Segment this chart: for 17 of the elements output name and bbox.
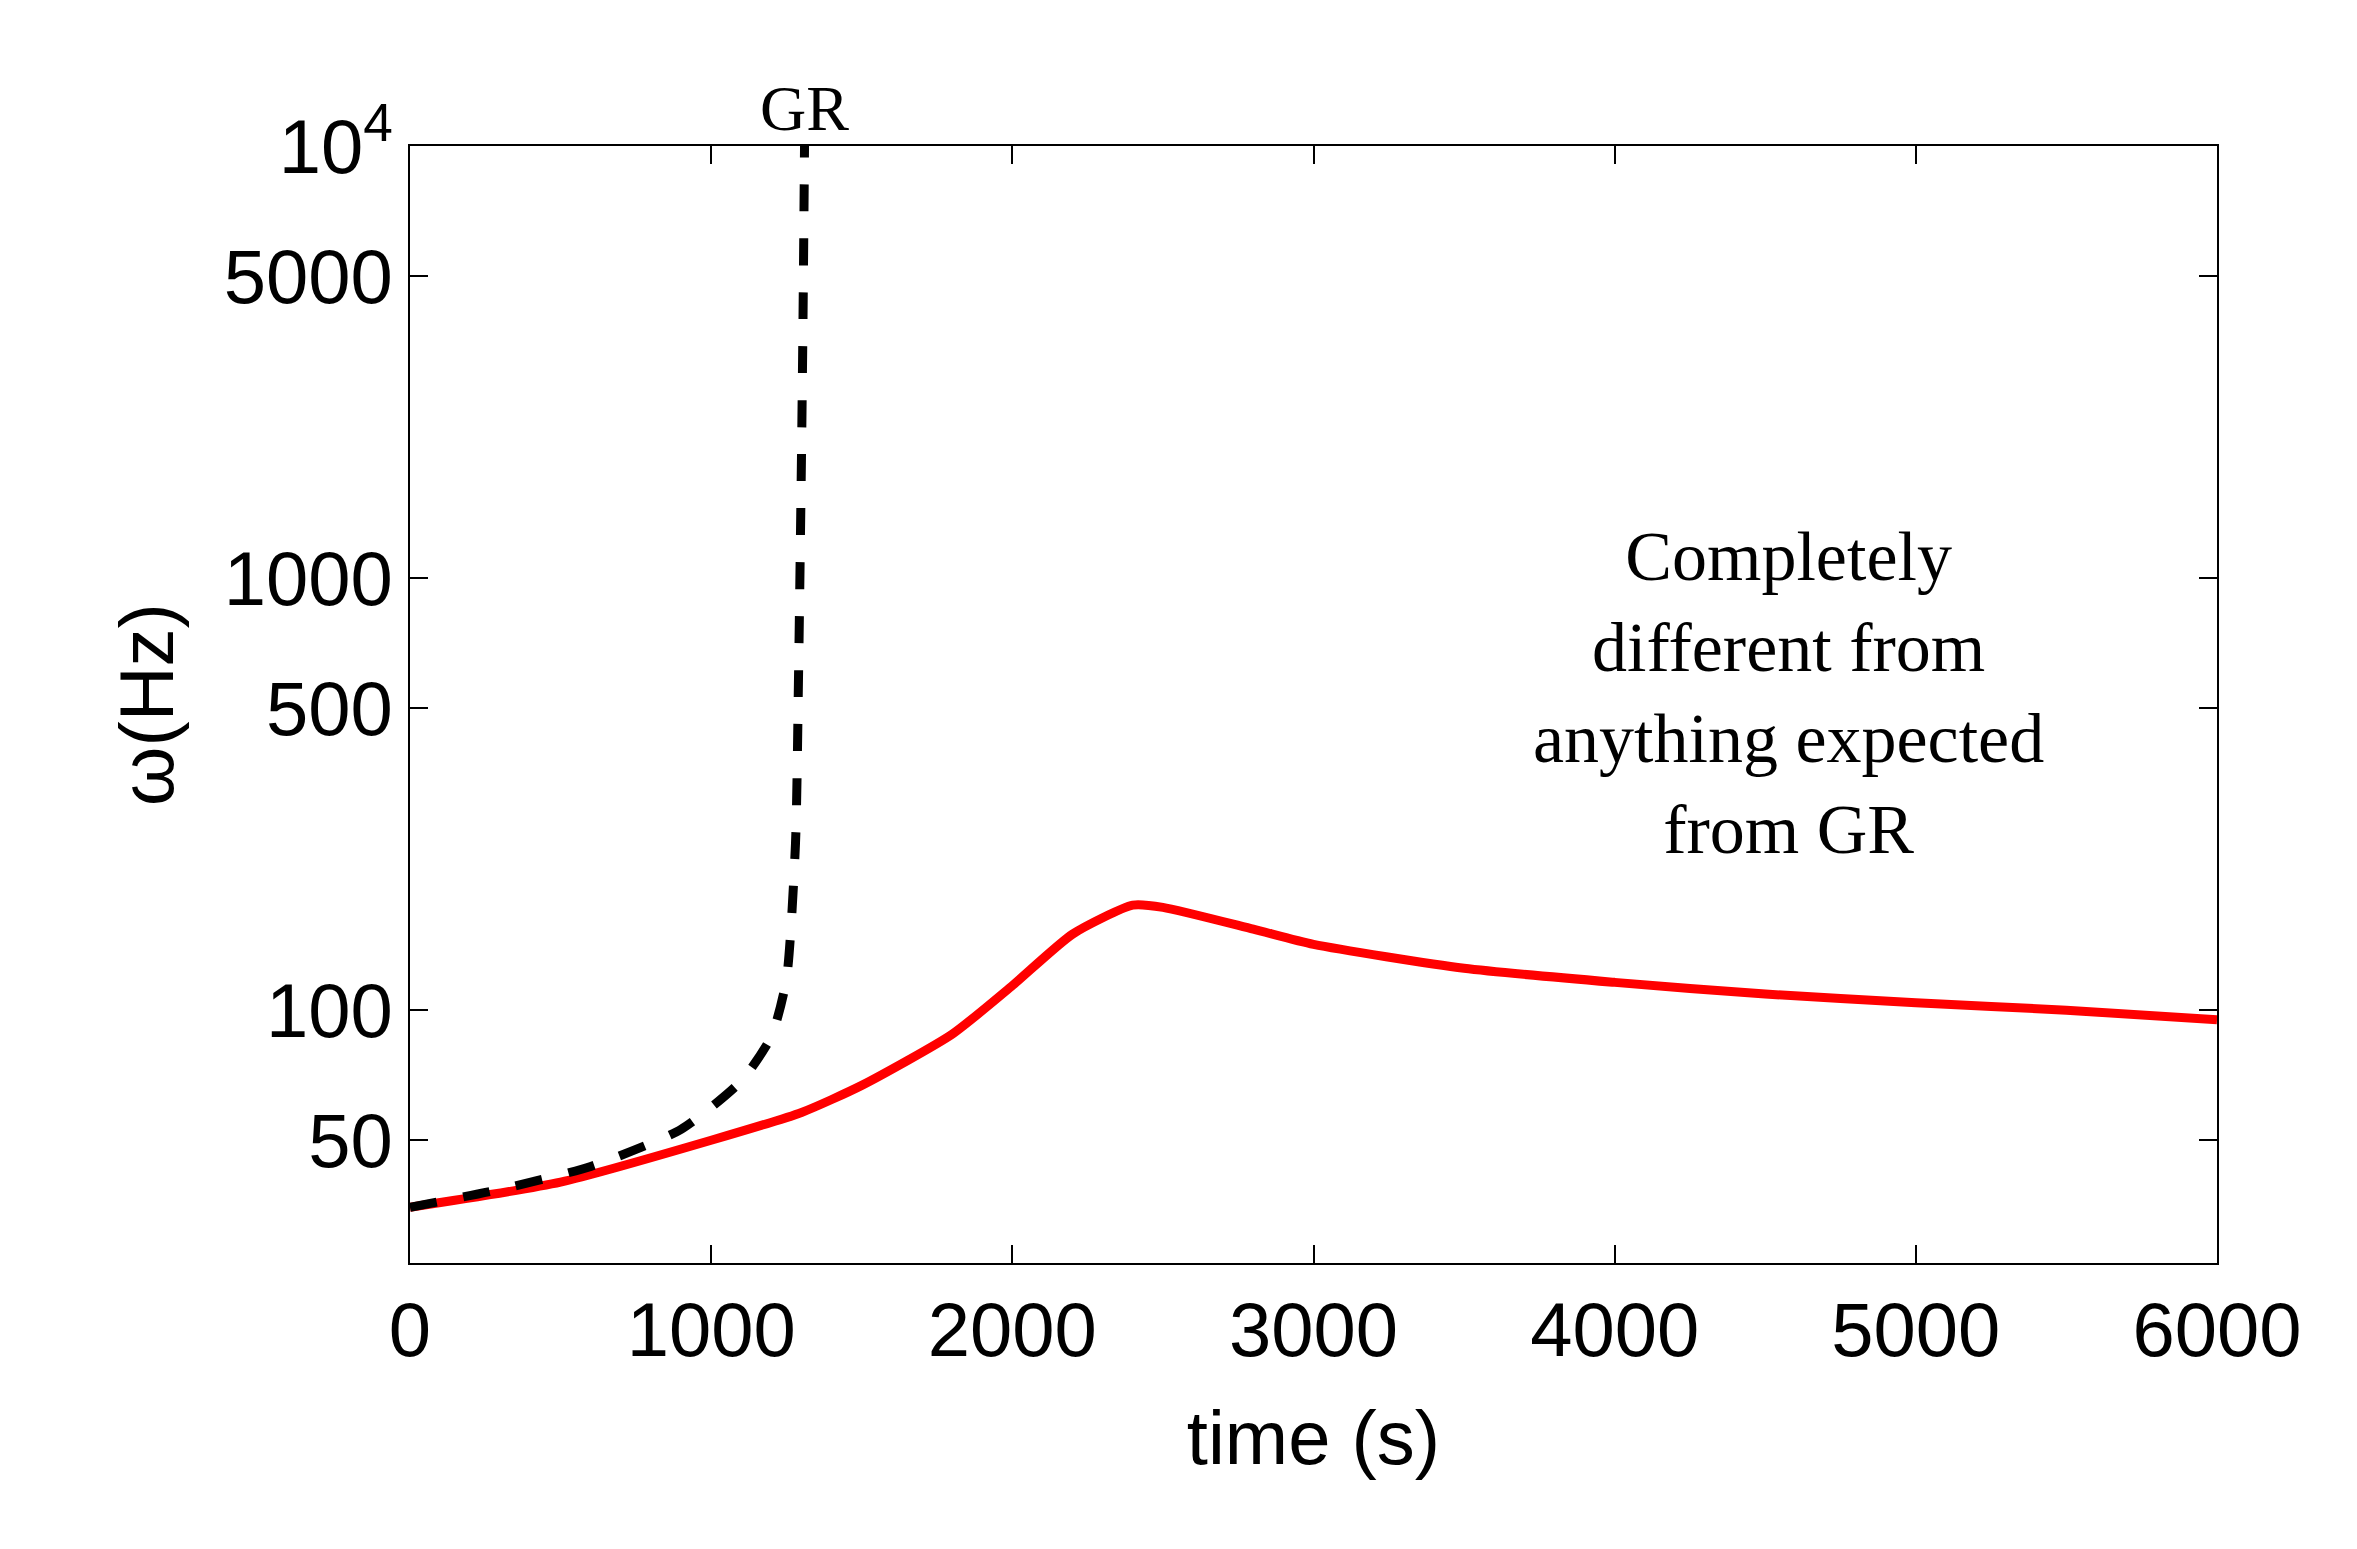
x-axis-title: time (s) xyxy=(1186,1395,1441,1481)
x-tick-label: 3000 xyxy=(1228,1287,1399,1373)
y-tick-label: 5000 xyxy=(223,233,393,319)
x-tick-label: 0 xyxy=(388,1287,432,1373)
annotation: Completely different from anything expected from GR xyxy=(1533,518,2045,868)
x-tick-label: 4000 xyxy=(1530,1287,1700,1373)
x-tick-label: 2000 xyxy=(927,1287,1097,1373)
x-tick-label: 5000 xyxy=(1831,1287,2001,1373)
series-label: GR xyxy=(760,73,850,144)
y-tick-label: 10$^{4}$ xyxy=(278,92,393,189)
y-tick-label: 100 xyxy=(265,967,393,1053)
y-tick-label: 1000 xyxy=(223,535,393,621)
y-tick-label: 500 xyxy=(265,665,393,751)
y-tick-label: 50 xyxy=(308,1097,393,1183)
x-tick-label: 6000 xyxy=(2132,1287,2302,1373)
x-tick-label: 1000 xyxy=(626,1287,796,1373)
y-axis-title: ω(Hz) xyxy=(104,603,190,806)
